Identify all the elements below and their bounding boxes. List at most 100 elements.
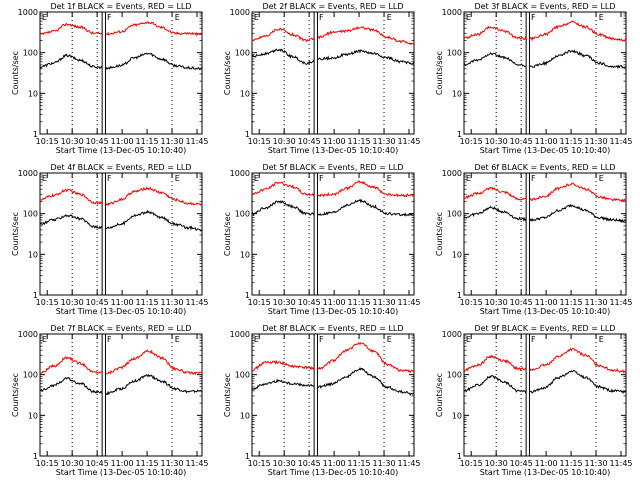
x-tick-label: 11:30 <box>585 459 608 468</box>
x-tick-label: 10:15 <box>36 459 59 468</box>
y-tick-label: 1 <box>245 452 250 461</box>
event-marker: E <box>175 335 180 344</box>
x-tick-label: 10:30 <box>61 298 84 307</box>
x-tick-label: 11:45 <box>609 459 632 468</box>
plot-frame <box>463 172 627 296</box>
y-tick-label: 1 <box>245 291 250 300</box>
event-marker: E <box>254 13 259 22</box>
lld-series-line <box>463 182 627 203</box>
y-tick-label: 1000 <box>230 169 250 178</box>
y-tick-label: 1000 <box>442 330 462 339</box>
event-marker: E <box>599 174 604 183</box>
event-marker: F <box>107 335 112 344</box>
event-marker: E <box>599 335 604 344</box>
lld-series-line <box>251 342 415 374</box>
y-tick-label: 1 <box>457 291 462 300</box>
plot-frame <box>251 172 415 296</box>
x-tick-label: 11:45 <box>185 137 208 146</box>
y-tick-label: 10 <box>28 250 38 259</box>
x-tick-label: 10:45 <box>510 298 533 307</box>
x-tick-label: 11:15 <box>560 137 583 146</box>
events-series-line <box>251 366 415 397</box>
y-tick-label: 100 <box>235 210 250 219</box>
x-axis-label: Start Time (13-Dec-05 10:10:40) <box>56 468 187 477</box>
x-tick-label: 10:15 <box>36 137 59 146</box>
panel-title: Det 3f BLACK = Events, RED = LLD <box>474 2 615 11</box>
event-marker: E <box>466 335 471 344</box>
y-tick-label: 1000 <box>230 330 250 339</box>
x-axis-label: Start Time (13-Dec-05 10:10:40) <box>268 307 399 316</box>
x-tick-label: 10:45 <box>86 298 109 307</box>
y-axis-label: Counts/sec <box>223 51 232 95</box>
y-tick-label: 1000 <box>442 8 462 17</box>
panel-title: Det 2f BLACK = Events, RED = LLD <box>262 2 403 11</box>
events-series-line <box>39 52 203 71</box>
x-tick-label: 10:15 <box>460 459 483 468</box>
x-tick-label: 11:30 <box>161 459 184 468</box>
plot-frame <box>463 11 627 135</box>
y-tick-label: 1000 <box>18 169 38 178</box>
x-tick-label: 11:45 <box>397 459 420 468</box>
x-tick-label: 11:45 <box>397 137 420 146</box>
x-tick-label: 11:30 <box>585 298 608 307</box>
event-marker: E <box>42 335 47 344</box>
x-tick-label: 11:00 <box>323 298 346 307</box>
plot-frame <box>39 333 203 457</box>
events-series-line <box>463 203 627 224</box>
x-tick-label: 11:30 <box>161 298 184 307</box>
event-marker: E <box>254 174 259 183</box>
x-tick-label: 10:45 <box>86 459 109 468</box>
x-axis-label: Start Time (13-Dec-05 10:10:40) <box>56 307 187 316</box>
y-axis-label: Counts/sec <box>435 212 444 256</box>
y-tick-label: 100 <box>235 371 250 380</box>
y-tick-label: 100 <box>23 210 38 219</box>
x-axis-label: Start Time (13-Dec-05 10:10:40) <box>480 468 611 477</box>
event-marker: F <box>531 335 536 344</box>
event-marker: F <box>319 174 324 183</box>
y-axis-label: Counts/sec <box>435 373 444 417</box>
x-tick-label: 11:15 <box>348 298 371 307</box>
x-tick-label: 10:45 <box>510 459 533 468</box>
x-axis-label: Start Time (13-Dec-05 10:10:40) <box>56 146 187 155</box>
lld-series-line <box>251 25 415 46</box>
lld-series-line <box>463 347 627 374</box>
lld-series-line <box>463 20 627 42</box>
panel-title: Det 5f BLACK = Events, RED = LLD <box>262 163 403 172</box>
x-tick-label: 11:30 <box>373 459 396 468</box>
x-tick-label: 11:00 <box>111 298 134 307</box>
y-tick-label: 1 <box>245 130 250 139</box>
y-tick-label: 10 <box>452 250 462 259</box>
panel-title: Det 1f BLACK = Events, RED = LLD <box>50 2 191 11</box>
plot-frame <box>39 11 203 135</box>
x-tick-label: 10:15 <box>460 298 483 307</box>
x-tick-label: 11:30 <box>373 137 396 146</box>
x-tick-label: 11:45 <box>397 298 420 307</box>
x-tick-label: 11:15 <box>560 459 583 468</box>
event-marker: F <box>531 13 536 22</box>
event-marker: E <box>387 335 392 344</box>
event-marker: E <box>42 13 47 22</box>
y-tick-label: 1 <box>33 452 38 461</box>
x-tick-label: 11:15 <box>136 298 159 307</box>
y-tick-label: 1 <box>457 452 462 461</box>
x-tick-label: 10:15 <box>248 298 271 307</box>
y-tick-label: 100 <box>23 371 38 380</box>
events-series-line <box>251 48 415 66</box>
plot-frame <box>251 333 415 457</box>
panel-title: Det 9f BLACK = Events, RED = LLD <box>474 324 615 333</box>
y-tick-label: 100 <box>447 210 462 219</box>
x-tick-label: 10:30 <box>485 137 508 146</box>
lld-series-line <box>251 180 415 198</box>
y-tick-label: 1 <box>33 130 38 139</box>
y-tick-label: 10 <box>240 411 250 420</box>
x-tick-label: 11:15 <box>136 459 159 468</box>
y-tick-label: 1000 <box>18 330 38 339</box>
y-tick-label: 10 <box>452 411 462 420</box>
x-tick-label: 11:45 <box>609 298 632 307</box>
y-tick-label: 1 <box>457 130 462 139</box>
event-marker: E <box>599 13 604 22</box>
